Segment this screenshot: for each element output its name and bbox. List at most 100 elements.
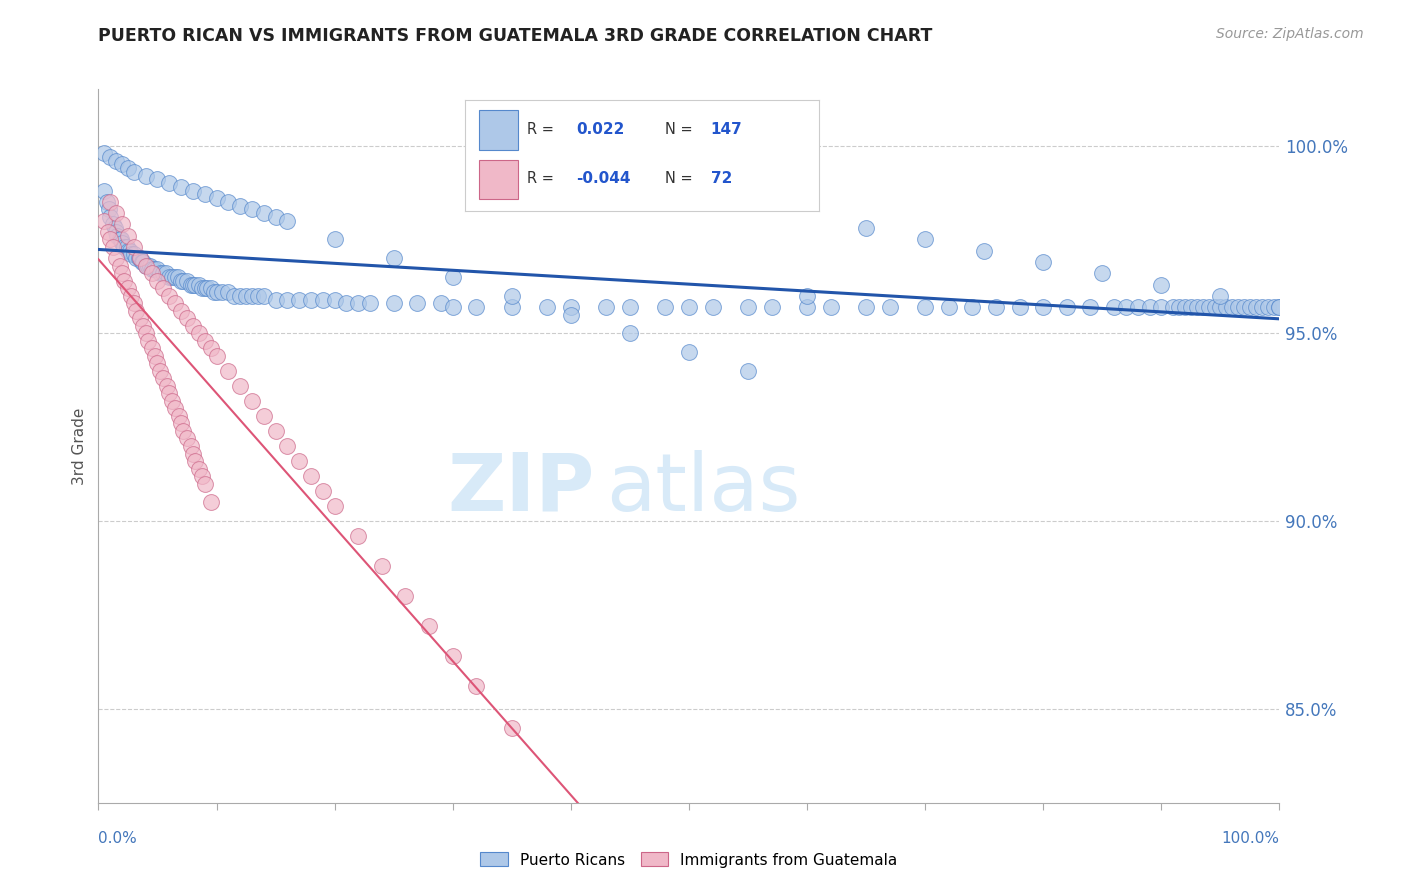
- Point: [441, 649, 464, 664]
- Point: [152, 281, 174, 295]
- Point: [132, 318, 155, 333]
- Point: [1168, 300, 1191, 314]
- Point: [1250, 300, 1272, 314]
- Point: [224, 289, 246, 303]
- Point: [122, 165, 145, 179]
- Point: [217, 285, 239, 299]
- Point: [229, 379, 252, 393]
- Point: [93, 146, 115, 161]
- Point: [359, 296, 381, 310]
- Point: [240, 202, 263, 217]
- Point: [1263, 300, 1285, 314]
- Point: [101, 240, 124, 254]
- Point: [167, 409, 190, 423]
- Point: [146, 172, 169, 186]
- Point: [1227, 300, 1250, 314]
- Point: [560, 308, 582, 322]
- Point: [157, 176, 180, 190]
- Point: [108, 259, 131, 273]
- Point: [165, 270, 187, 285]
- Point: [135, 169, 157, 183]
- Point: [299, 293, 322, 307]
- Point: [111, 157, 134, 171]
- Point: [1233, 300, 1256, 314]
- Point: [115, 240, 138, 254]
- Point: [149, 364, 172, 378]
- Point: [96, 194, 118, 209]
- Point: [176, 311, 198, 326]
- Point: [122, 247, 145, 261]
- Point: [165, 296, 187, 310]
- Point: [418, 619, 440, 633]
- Point: [820, 300, 842, 314]
- Point: [217, 364, 239, 378]
- Point: [276, 439, 298, 453]
- Point: [264, 293, 287, 307]
- Point: [122, 240, 145, 254]
- Point: [187, 461, 209, 475]
- Legend: Puerto Ricans, Immigrants from Guatemala: Puerto Ricans, Immigrants from Guatemala: [474, 847, 904, 873]
- Point: [1209, 289, 1232, 303]
- Point: [108, 232, 131, 246]
- Point: [170, 303, 193, 318]
- Point: [200, 342, 222, 356]
- Point: [1032, 300, 1054, 314]
- Point: [194, 334, 217, 348]
- Point: [1180, 300, 1202, 314]
- Point: [105, 228, 128, 243]
- Point: [121, 247, 143, 261]
- Point: [1268, 300, 1291, 314]
- Text: ZIP: ZIP: [447, 450, 595, 528]
- Point: [120, 244, 142, 258]
- Point: [136, 259, 159, 273]
- Point: [382, 296, 405, 310]
- Point: [176, 274, 198, 288]
- Point: [678, 345, 700, 359]
- Point: [430, 296, 453, 310]
- Point: [135, 259, 157, 273]
- Text: 0.0%: 0.0%: [98, 831, 138, 846]
- Point: [1191, 300, 1213, 314]
- Point: [136, 334, 159, 348]
- Point: [101, 218, 124, 232]
- Point: [264, 210, 287, 224]
- Point: [217, 194, 239, 209]
- Point: [938, 300, 960, 314]
- Point: [180, 277, 202, 292]
- Point: [678, 300, 700, 314]
- Point: [253, 206, 276, 220]
- Point: [142, 262, 165, 277]
- Point: [1008, 300, 1031, 314]
- Point: [166, 270, 188, 285]
- Point: [465, 679, 488, 693]
- Point: [1198, 300, 1220, 314]
- Point: [117, 244, 139, 258]
- Point: [737, 364, 759, 378]
- Point: [194, 476, 217, 491]
- Point: [98, 232, 121, 246]
- Point: [205, 349, 228, 363]
- Point: [323, 293, 346, 307]
- Point: [1244, 300, 1267, 314]
- Point: [110, 232, 132, 246]
- Point: [240, 289, 263, 303]
- Point: [155, 266, 177, 280]
- Point: [441, 270, 464, 285]
- Point: [465, 300, 488, 314]
- Point: [139, 259, 162, 273]
- Point: [181, 446, 204, 460]
- Point: [536, 300, 558, 314]
- Point: [194, 281, 217, 295]
- Point: [501, 289, 523, 303]
- Text: atlas: atlas: [606, 450, 800, 528]
- Point: [984, 300, 1007, 314]
- Point: [125, 251, 148, 265]
- Point: [191, 469, 214, 483]
- Point: [619, 300, 641, 314]
- Point: [157, 289, 180, 303]
- Point: [181, 318, 204, 333]
- Point: [128, 251, 150, 265]
- Point: [156, 379, 179, 393]
- Point: [347, 296, 370, 310]
- Point: [143, 349, 166, 363]
